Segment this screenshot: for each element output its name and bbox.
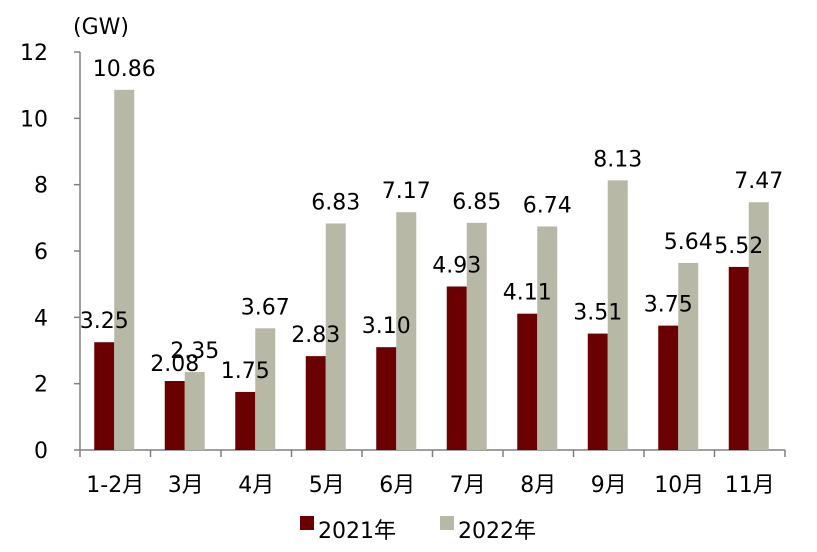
y-tick-label: 0 [34,439,48,464]
data-label-2021年-3月: 2.08 [150,352,199,377]
legend-swatch-2022 [440,516,454,530]
bars [94,89,769,451]
data-label-2022年-9月: 8.13 [593,147,642,172]
y-tick-label: 6 [34,240,48,265]
y-axis-unit-label: (GW) [73,15,129,40]
bar-2021年-7月 [446,286,467,450]
bar-2022年-6月 [396,212,417,450]
y-tick-label: 4 [34,306,48,331]
bar-2022年-5月 [325,223,346,450]
bar-2021年-5月 [305,356,326,450]
y-tick-label: 10 [20,107,48,132]
data-label-2022年-10月: 5.64 [664,230,713,255]
bar-2021年-4月 [235,391,256,450]
x-tick-label: 1-2月 [86,473,144,498]
x-tick-label: 4月 [238,473,274,498]
x-tick-label: 8月 [520,473,556,498]
y-axis: 0 2 4 6 8 10 12 [20,41,81,464]
bar-2022年-8月 [537,226,558,450]
bar-2021年-3月 [164,381,185,450]
bar-2022年-10月 [678,262,699,450]
x-tick-label: 10月 [654,473,704,498]
x-tick-label: 5月 [309,473,345,498]
bar-2021年-9月 [587,333,608,450]
bar-2022年-7月 [466,222,487,450]
data-label-2022年-5月: 6.83 [311,190,360,215]
legend-label-2021: 2021年 [318,519,396,544]
y-tick-label: 12 [20,41,48,66]
data-labels: 3.25 10.86 2.082.351.75 3.672.83 6.83 3.10 7.1… [80,57,783,384]
bar-2021年-6月 [376,347,397,450]
y-tick-label: 2 [34,373,48,398]
y-tick-label: 8 [34,174,48,199]
bar-2022年-1-2月 [114,89,135,450]
data-label-2022年-6月: 7.17 [382,179,431,204]
data-label-2022年-8月: 6.74 [523,193,572,218]
data-label-2021年-9月: 3.51 [573,301,622,326]
data-label-2021年-1-2月: 3.25 [80,309,129,334]
data-label-2022年-11月: 7.47 [734,169,783,194]
legend-label-2022: 2022年 [458,519,536,544]
legend-swatch-2021 [300,516,314,530]
bar-2021年-8月 [517,313,538,450]
data-label-2022年-4月: 3.67 [241,295,290,320]
data-label-2021年-8月: 4.11 [503,281,552,306]
data-label-2021年-6月: 3.10 [362,314,411,339]
x-tick-label: 6月 [379,473,415,498]
x-axis: 1-2月 3月 4月 5月 6月 7月 8月 9月 10月 11月 [79,449,786,498]
data-label-2021年-11月: 5.52 [714,234,763,259]
bar-2022年-11月 [748,202,769,450]
bar-2021年-11月 [728,266,749,450]
data-label-2022年-1-2月: 10.86 [93,57,156,82]
x-tick-label: 3月 [168,473,204,498]
bar-2022年-3月 [184,372,205,450]
bar-2022年-9月 [607,180,628,451]
bar-2022年-4月 [255,328,276,450]
x-tick-label: 11月 [725,473,775,498]
x-tick-label: 7月 [450,473,486,498]
legend: 2021年 2022年 [300,516,536,544]
bar-2021年-1-2月 [94,342,115,450]
data-label-2022年-3月: 2.35 [170,339,219,364]
data-label-2022年-7月: 6.85 [452,190,501,215]
data-label-2021年-7月: 4.93 [432,253,481,278]
data-label-2021年-10月: 3.75 [644,293,693,318]
data-label-2021年-5月: 2.83 [291,323,340,348]
data-label-2021年-4月: 1.75 [221,359,270,384]
bar-2021年-10月 [658,325,679,450]
x-tick-label: 9月 [591,473,627,498]
